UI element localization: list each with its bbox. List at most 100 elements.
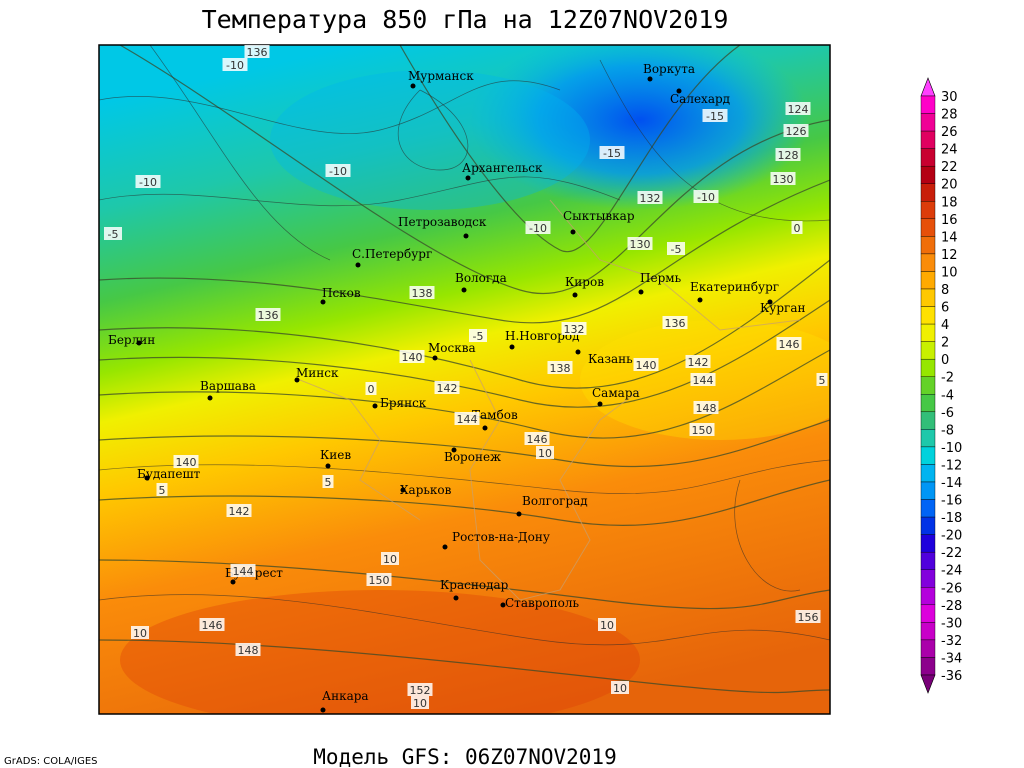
contour-label: 144	[457, 413, 478, 426]
city-label: Москва	[428, 341, 476, 355]
colorbar-label: -12	[941, 458, 962, 473]
colorbar-label: 2	[941, 336, 949, 351]
colorbar-label: -22	[941, 546, 962, 561]
city-label: Сыктывкар	[563, 209, 635, 223]
city-dot	[697, 297, 703, 303]
contour-label-box	[322, 475, 334, 488]
contour-label: 140	[636, 359, 657, 372]
city-label: Архангельск	[462, 161, 543, 175]
colorbar-label: 4	[941, 318, 949, 333]
city-dot	[294, 377, 300, 383]
contour-label-box	[770, 172, 796, 185]
city-label: Брянск	[380, 396, 427, 410]
city-dot	[767, 299, 773, 305]
contour-label: 132	[564, 323, 585, 336]
contour-label-box	[611, 681, 629, 694]
city-dot	[451, 447, 457, 453]
colorbar: 302826242220181614121086420-2-4-6-8-10-1…	[920, 77, 962, 694]
contour-label-box	[411, 696, 429, 709]
colorbar-swatch	[920, 587, 936, 606]
contour-labels: 136-10-10-10-5-15-15124126128130-10132-1…	[104, 45, 828, 710]
colorbar-label: 22	[941, 160, 958, 175]
contour-label-box	[536, 446, 554, 459]
contour-label: 130	[630, 238, 651, 251]
city-dot	[575, 349, 581, 355]
contour-label-box	[637, 191, 663, 204]
borders	[299, 199, 801, 601]
colorbar-swatch	[920, 551, 936, 570]
colorbar-label: 16	[941, 213, 958, 228]
contour-label-box	[325, 164, 351, 177]
city-dot	[572, 292, 578, 298]
city-dot	[465, 175, 471, 181]
contour-label: 148	[696, 402, 717, 415]
city-label: Самара	[592, 386, 640, 400]
contour-label-box	[366, 573, 392, 586]
contour-label: -5	[108, 228, 119, 241]
colorbar-arrow	[920, 674, 936, 694]
city-dot	[509, 344, 515, 350]
contour-label-box	[381, 552, 399, 565]
city-label: Воронеж	[444, 450, 501, 464]
contour-label-box	[255, 308, 281, 321]
colorbar-swatch	[920, 236, 936, 255]
contour-label-box	[689, 423, 715, 436]
contour-label-box	[685, 355, 711, 368]
city-label: Варшава	[200, 379, 256, 393]
contour-label-box	[690, 373, 716, 386]
city-label: Анкара	[322, 689, 369, 703]
credit: GrADS: COLA/IGES	[4, 756, 98, 767]
map-title: Температура 850 гПа на 12Z07NOV2019	[202, 5, 729, 34]
colorbar-swatch	[920, 376, 936, 395]
colorbar-swatch	[920, 622, 936, 641]
colorbar-swatch	[920, 464, 936, 483]
colorbar-label: -18	[941, 511, 962, 526]
city-dot	[638, 289, 644, 295]
contour-label: 142	[229, 505, 250, 518]
city-label: С.Петербург	[352, 247, 432, 261]
contour-label-box	[131, 626, 149, 639]
city-dot	[400, 487, 406, 493]
contour-label-box	[173, 455, 199, 468]
contour-label: 146	[779, 338, 800, 351]
city-label: Киров	[565, 275, 604, 289]
city-dot	[144, 475, 150, 481]
cold-area	[470, 45, 810, 210]
colorbar-swatch	[920, 534, 936, 553]
colorbar-label: -32	[941, 634, 962, 649]
colorbar-swatch	[920, 446, 936, 465]
contour-label: 0	[368, 383, 375, 396]
colorbar-label: -8	[941, 423, 954, 438]
contour-label-box	[785, 102, 811, 115]
colorbar-swatch	[920, 323, 936, 342]
colorbar-label: -16	[941, 494, 962, 509]
colorbar-swatch	[920, 113, 936, 132]
contour-label-box	[775, 148, 801, 161]
contour-label: 10	[413, 697, 427, 710]
contour-label: 150	[369, 574, 390, 587]
contour-label: 152	[410, 684, 431, 697]
contour-label-box	[795, 610, 821, 623]
colorbar-swatch	[920, 569, 936, 588]
city-label: Будапешт	[137, 467, 201, 481]
colorbar-label: 26	[941, 125, 958, 140]
colorbar-label: 28	[941, 108, 958, 123]
contour-label: 124	[788, 103, 809, 116]
city-dot	[463, 233, 469, 239]
colorbar-label: 8	[941, 283, 949, 298]
city-dot	[325, 463, 331, 469]
colorbar-swatch	[920, 411, 936, 430]
contour-label: -15	[603, 147, 621, 160]
streamlines	[99, 45, 830, 646]
contour-label-box	[599, 146, 625, 159]
cold-area	[270, 70, 590, 210]
colorbar-swatch	[920, 341, 936, 360]
contour-label: 10	[600, 619, 614, 632]
colorbar-label: 18	[941, 195, 958, 210]
city-dot	[676, 88, 682, 94]
city-dot	[453, 595, 459, 601]
contour-label: 136	[665, 317, 686, 330]
city-label: Берлин	[108, 333, 155, 347]
city-dot	[500, 602, 506, 608]
colorbar-label: -24	[941, 564, 962, 579]
